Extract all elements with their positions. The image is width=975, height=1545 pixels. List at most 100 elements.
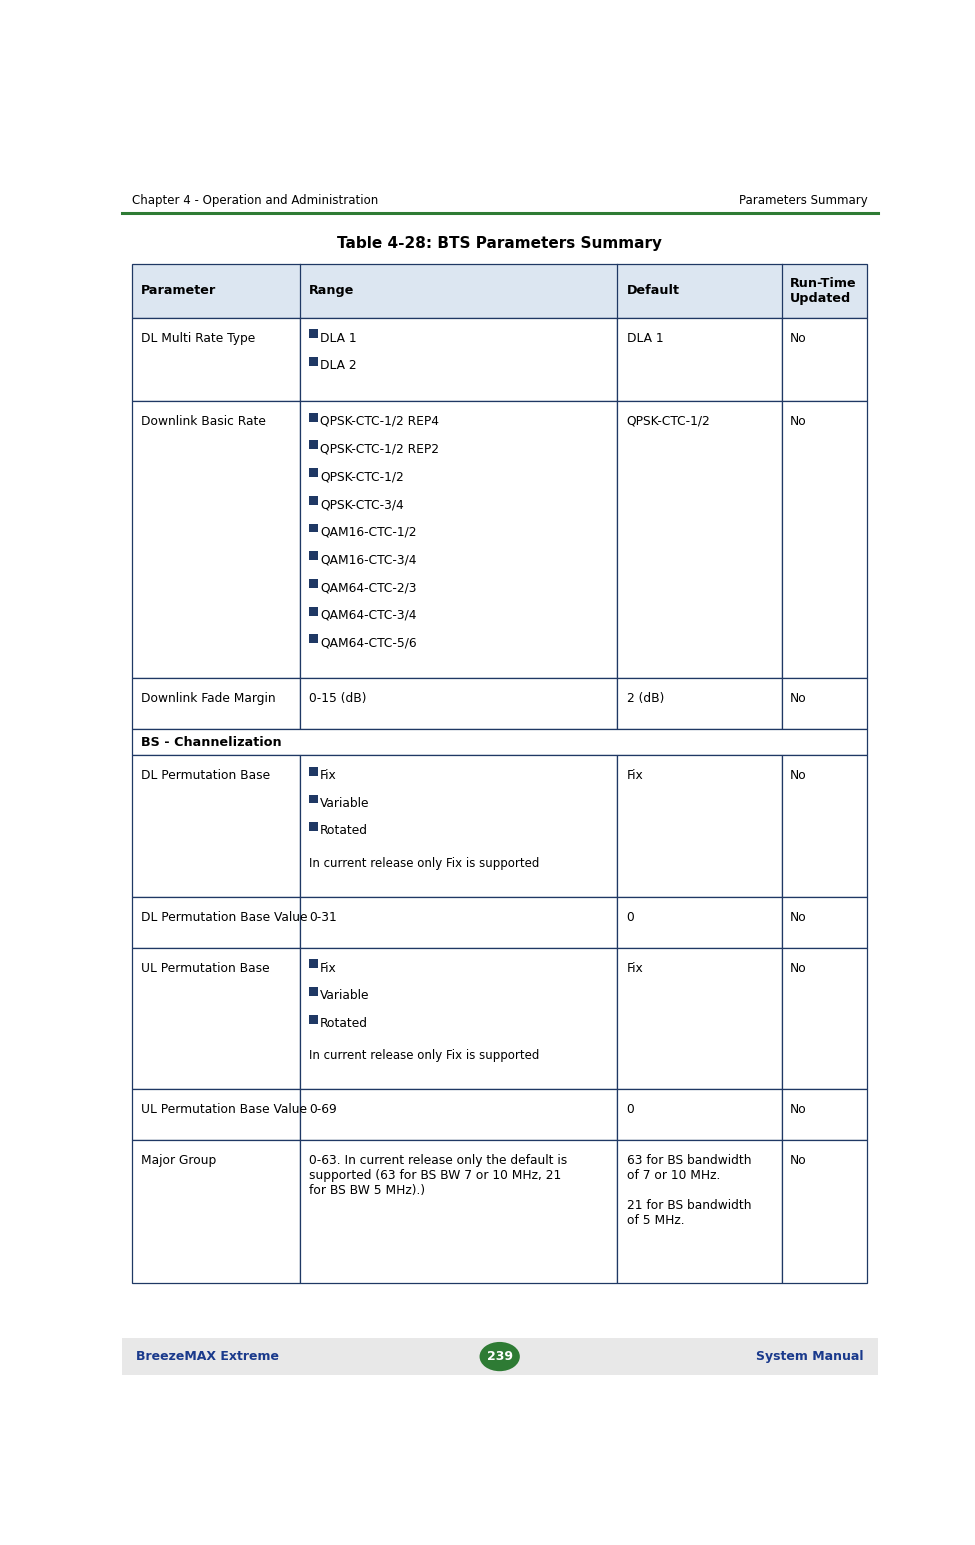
Text: QPSK-CTC-1/2 REP4: QPSK-CTC-1/2 REP4 bbox=[320, 416, 439, 428]
Bar bbox=[617, 898, 782, 947]
Bar bbox=[782, 402, 868, 678]
Text: DL Permutation Base: DL Permutation Base bbox=[141, 769, 270, 782]
Text: Chapter 4 - Operation and Administration: Chapter 4 - Operation and Administration bbox=[132, 195, 378, 207]
Bar bbox=[309, 1015, 318, 1024]
Text: QAM16-CTC-1/2: QAM16-CTC-1/2 bbox=[320, 525, 416, 539]
Text: Range: Range bbox=[309, 284, 354, 297]
Text: No: No bbox=[790, 910, 806, 924]
Text: DLA 1: DLA 1 bbox=[320, 332, 357, 345]
Bar bbox=[299, 402, 617, 678]
Bar bbox=[309, 959, 318, 969]
Bar bbox=[782, 318, 868, 402]
Text: Fix: Fix bbox=[627, 769, 644, 782]
Bar bbox=[782, 678, 868, 729]
Bar bbox=[299, 947, 617, 1089]
Bar bbox=[309, 413, 318, 422]
Text: QAM64-CTC-5/6: QAM64-CTC-5/6 bbox=[320, 637, 416, 649]
Bar bbox=[309, 579, 318, 587]
Text: QPSK-CTC-1/2 REP2: QPSK-CTC-1/2 REP2 bbox=[320, 442, 439, 456]
Text: No: No bbox=[790, 961, 806, 975]
Bar bbox=[309, 468, 318, 477]
Bar bbox=[309, 607, 318, 615]
Bar bbox=[132, 1089, 299, 1140]
Text: Default: Default bbox=[627, 284, 680, 297]
Bar bbox=[617, 678, 782, 729]
Bar bbox=[132, 678, 299, 729]
Text: System Manual: System Manual bbox=[756, 1350, 864, 1363]
Text: No: No bbox=[790, 332, 806, 345]
Bar bbox=[309, 440, 318, 450]
Text: QPSK-CTC-3/4: QPSK-CTC-3/4 bbox=[320, 497, 404, 511]
Bar bbox=[309, 496, 318, 505]
Text: Parameters Summary: Parameters Summary bbox=[739, 195, 868, 207]
Text: QPSK-CTC-1/2: QPSK-CTC-1/2 bbox=[627, 416, 711, 428]
Text: Fix: Fix bbox=[320, 961, 337, 975]
Bar bbox=[309, 552, 318, 561]
Text: 0-69: 0-69 bbox=[309, 1103, 336, 1115]
Text: Variable: Variable bbox=[320, 797, 370, 810]
Bar bbox=[132, 947, 299, 1089]
Text: 2 (dB): 2 (dB) bbox=[627, 692, 664, 705]
Bar bbox=[132, 402, 299, 678]
Text: BreezeMAX Extreme: BreezeMAX Extreme bbox=[136, 1350, 279, 1363]
Bar bbox=[132, 264, 868, 318]
Bar bbox=[782, 947, 868, 1089]
Bar bbox=[299, 318, 617, 402]
Bar bbox=[309, 329, 318, 338]
Text: 0-31: 0-31 bbox=[309, 910, 336, 924]
Text: Run-Time
Updated: Run-Time Updated bbox=[790, 277, 856, 304]
Bar bbox=[617, 756, 782, 898]
Bar bbox=[309, 357, 318, 366]
Text: Parameter: Parameter bbox=[141, 284, 216, 297]
Bar bbox=[782, 898, 868, 947]
Text: No: No bbox=[790, 692, 806, 705]
Bar bbox=[309, 822, 318, 831]
Text: QPSK-CTC-1/2: QPSK-CTC-1/2 bbox=[320, 470, 404, 484]
Text: BS - Channelization: BS - Channelization bbox=[141, 735, 282, 749]
Text: Rotated: Rotated bbox=[320, 1017, 369, 1031]
Text: Major Group: Major Group bbox=[141, 1154, 216, 1166]
Text: 0: 0 bbox=[627, 1103, 635, 1115]
Text: No: No bbox=[790, 416, 806, 428]
Bar bbox=[617, 318, 782, 402]
Bar bbox=[782, 756, 868, 898]
Text: QAM16-CTC-3/4: QAM16-CTC-3/4 bbox=[320, 553, 416, 567]
Text: DLA 1: DLA 1 bbox=[627, 332, 663, 345]
Bar bbox=[617, 1089, 782, 1140]
Bar bbox=[309, 987, 318, 997]
Bar bbox=[782, 1140, 868, 1284]
Text: QAM64-CTC-3/4: QAM64-CTC-3/4 bbox=[320, 609, 416, 623]
Bar bbox=[132, 318, 299, 402]
Text: UL Permutation Base Value: UL Permutation Base Value bbox=[141, 1103, 307, 1115]
Text: In current release only Fix is supported: In current release only Fix is supported bbox=[309, 857, 539, 870]
Text: DL Multi Rate Type: DL Multi Rate Type bbox=[141, 332, 255, 345]
Text: 0-15 (dB): 0-15 (dB) bbox=[309, 692, 367, 705]
Bar bbox=[617, 402, 782, 678]
Text: Rotated: Rotated bbox=[320, 825, 369, 837]
Bar bbox=[299, 898, 617, 947]
Bar bbox=[132, 1140, 299, 1284]
Ellipse shape bbox=[480, 1343, 520, 1372]
Text: UL Permutation Base: UL Permutation Base bbox=[141, 961, 270, 975]
Text: QAM64-CTC-2/3: QAM64-CTC-2/3 bbox=[320, 581, 416, 595]
Bar bbox=[132, 729, 868, 756]
Text: Fix: Fix bbox=[320, 769, 337, 782]
Text: No: No bbox=[790, 769, 806, 782]
Bar bbox=[617, 947, 782, 1089]
Text: Table 4-28: BTS Parameters Summary: Table 4-28: BTS Parameters Summary bbox=[337, 236, 662, 250]
Bar bbox=[617, 1140, 782, 1284]
Text: No: No bbox=[790, 1154, 806, 1166]
Text: In current release only Fix is supported: In current release only Fix is supported bbox=[309, 1049, 539, 1063]
Bar bbox=[299, 1140, 617, 1284]
Bar bbox=[309, 635, 318, 643]
Bar bbox=[299, 1089, 617, 1140]
Bar bbox=[299, 756, 617, 898]
Bar bbox=[122, 1338, 878, 1375]
Bar bbox=[309, 524, 318, 533]
Text: No: No bbox=[790, 1103, 806, 1115]
Text: Variable: Variable bbox=[320, 989, 370, 1003]
Bar bbox=[309, 766, 318, 776]
Bar bbox=[782, 1089, 868, 1140]
Text: 63 for BS bandwidth
of 7 or 10 MHz.

21 for BS bandwidth
of 5 MHz.: 63 for BS bandwidth of 7 or 10 MHz. 21 f… bbox=[627, 1154, 751, 1227]
Bar bbox=[132, 756, 299, 898]
